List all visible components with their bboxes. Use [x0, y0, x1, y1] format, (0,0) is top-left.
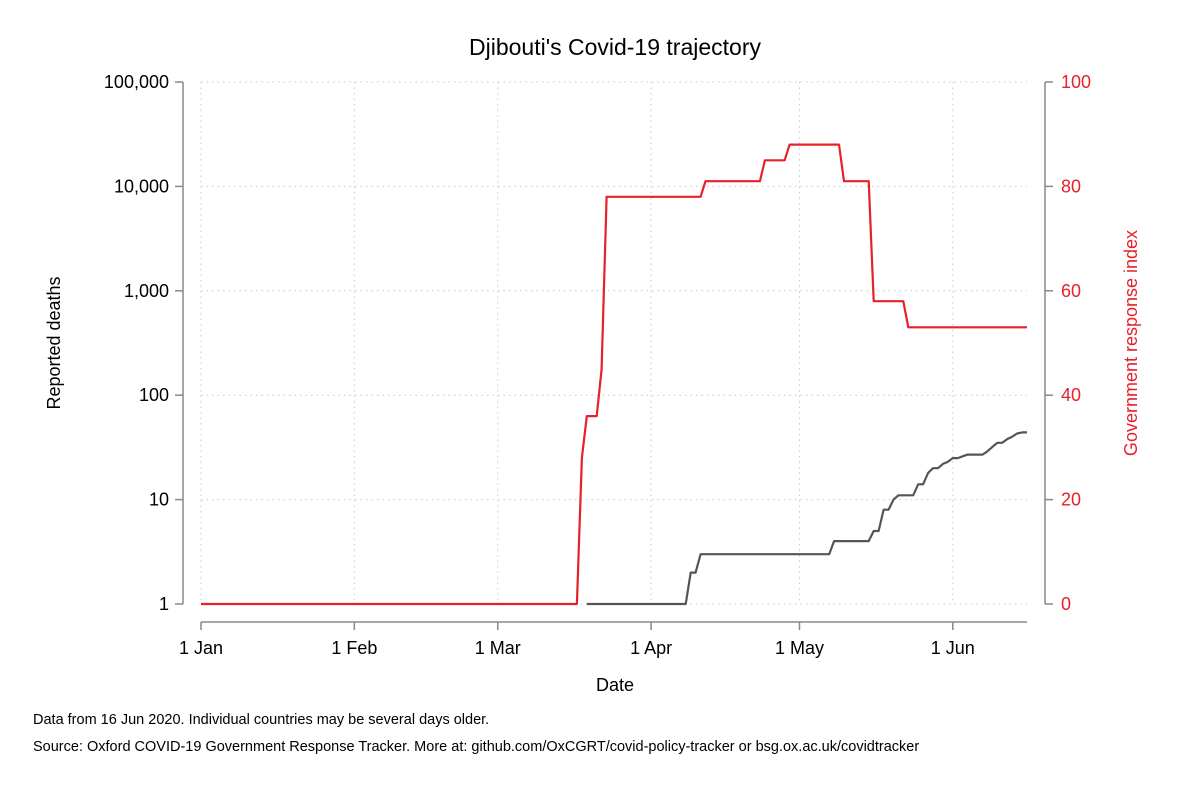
- data-date-note: Data from 16 Jun 2020. Individual countr…: [33, 712, 490, 728]
- chart-title: Djibouti's Covid-19 trajectory: [469, 34, 762, 60]
- left-tick-label: 10,000: [114, 176, 169, 196]
- right-tick-label: 0: [1061, 594, 1071, 614]
- gridlines: [200, 81, 1027, 605]
- deaths-line: [586, 431, 1027, 606]
- left-tick-label: 100: [139, 385, 169, 405]
- y-axis-label-right: Government response index: [1121, 230, 1141, 456]
- x-tick-label: 1 Apr: [630, 638, 672, 658]
- source-note: Source: Oxford COVID-19 Government Respo…: [33, 739, 920, 755]
- response-index-line: [201, 143, 1027, 606]
- left-tick-label: 100,000: [104, 72, 169, 92]
- right-tick-label: 80: [1061, 176, 1081, 196]
- y-axis-label-left: Reported deaths: [44, 276, 64, 409]
- covid-trajectory-chart: 1 10 100 1,000 10,000 100,000 0 20 40 60 80 100 1 Ja…: [44, 34, 1141, 695]
- left-tick-label: 1,000: [124, 281, 169, 301]
- right-tick-label: 40: [1061, 385, 1081, 405]
- x-tick-label: 1 Jun: [931, 638, 975, 658]
- left-tick-label: 10: [149, 490, 169, 510]
- x-tick-label: 1 May: [775, 638, 824, 658]
- right-tick-label: 20: [1061, 490, 1081, 510]
- x-tick-label: 1 Feb: [331, 638, 377, 658]
- left-tick-label: 1: [159, 594, 169, 614]
- x-tick-label: 1 Jan: [179, 638, 223, 658]
- axes: 1 10 100 1,000 10,000 100,000 0 20 40 60 80 100 1 Ja…: [104, 72, 1091, 658]
- right-tick-label: 60: [1061, 281, 1081, 301]
- right-tick-label: 100: [1061, 72, 1091, 92]
- x-tick-label: 1 Mar: [475, 638, 521, 658]
- data-series: [201, 143, 1027, 606]
- x-axis-label: Date: [596, 675, 634, 695]
